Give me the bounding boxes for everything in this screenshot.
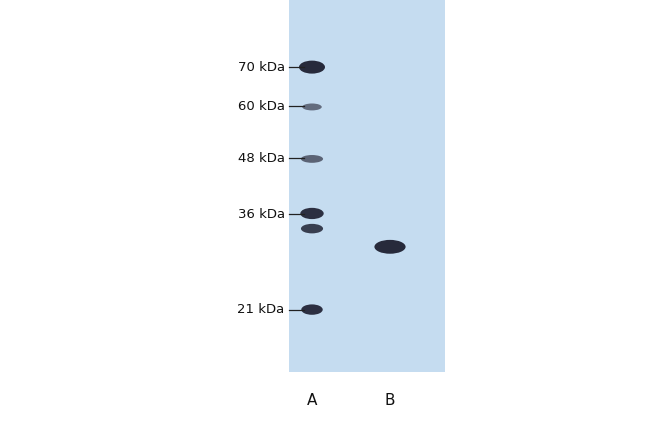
Text: B: B [385, 393, 395, 408]
Text: 48 kDa: 48 kDa [238, 152, 285, 165]
Text: 60 kDa: 60 kDa [238, 100, 285, 113]
Text: 36 kDa: 36 kDa [238, 208, 285, 221]
Bar [289, 0, 445, 372]
Ellipse shape [374, 240, 406, 254]
Text: A: A [307, 393, 317, 408]
Text: 70 kDa: 70 kDa [238, 61, 285, 74]
Ellipse shape [301, 155, 323, 163]
Ellipse shape [302, 103, 322, 110]
Text: 21 kDa: 21 kDa [237, 303, 285, 316]
Ellipse shape [301, 224, 323, 233]
Ellipse shape [301, 304, 323, 315]
Ellipse shape [300, 208, 324, 219]
Ellipse shape [299, 61, 325, 74]
